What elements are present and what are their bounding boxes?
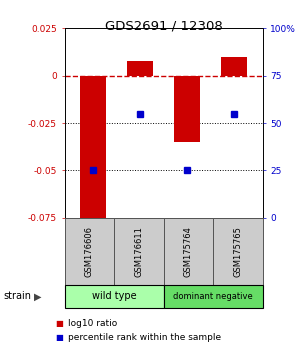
Text: strain: strain [3, 291, 31, 302]
Text: percentile rank within the sample: percentile rank within the sample [68, 333, 220, 342]
Bar [164, 285, 262, 308]
Text: GSM176611: GSM176611 [134, 226, 143, 277]
Bar [114, 218, 164, 285]
Bar [64, 218, 114, 285]
Text: ■: ■ [56, 319, 63, 327]
Text: wild type: wild type [92, 291, 136, 302]
Bar [64, 285, 164, 308]
Bar [80, 76, 106, 218]
Text: GSM175764: GSM175764 [184, 226, 193, 277]
Text: GSM175765: GSM175765 [233, 226, 242, 277]
Text: log10 ratio: log10 ratio [68, 319, 117, 327]
Bar [221, 57, 247, 76]
Text: ▶: ▶ [34, 291, 41, 302]
Text: dominant negative: dominant negative [173, 292, 253, 301]
Bar [213, 218, 262, 285]
Text: GSM176606: GSM176606 [85, 226, 94, 277]
Text: GDS2691 / 12308: GDS2691 / 12308 [105, 19, 222, 33]
Bar [174, 76, 200, 142]
Bar [164, 218, 213, 285]
Bar [127, 61, 153, 76]
Text: ■: ■ [56, 333, 63, 342]
